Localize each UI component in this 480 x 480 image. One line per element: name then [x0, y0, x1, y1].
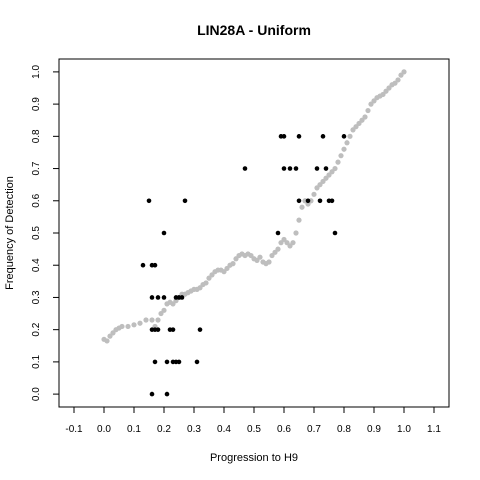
y-tick-label: 0.6 [31, 193, 42, 207]
data-points [101, 69, 407, 397]
data-point [137, 320, 143, 326]
data-point [341, 146, 347, 152]
data-point [119, 323, 125, 330]
data-point [335, 159, 341, 165]
data-point [149, 317, 155, 323]
data-point [290, 240, 296, 246]
series-1 [140, 134, 347, 397]
y-tick-label: 0.9 [31, 97, 42, 111]
x-tick-label: -0.1 [65, 424, 83, 435]
x-axis-label: Progression to H9 [210, 452, 298, 464]
data-point [182, 198, 188, 204]
data-point [161, 307, 167, 313]
data-point [242, 166, 248, 171]
data-point [161, 230, 167, 236]
chart-title: LIN28A - Uniform [197, 22, 311, 38]
data-point [293, 166, 299, 171]
data-point [281, 134, 287, 139]
data-point [329, 198, 335, 204]
data-point [155, 317, 161, 323]
x-tick-label: 0.1 [127, 424, 141, 435]
y-tick-label: 0.7 [31, 161, 42, 175]
x-tick-label: 0.7 [307, 424, 321, 435]
x-tick-label: 0.6 [277, 424, 291, 435]
data-point [146, 198, 152, 204]
data-point [341, 134, 347, 139]
data-point [257, 254, 263, 260]
data-point [296, 217, 302, 223]
x-tick-label: 0.0 [97, 424, 111, 435]
data-point [143, 317, 149, 323]
data-point [365, 107, 371, 114]
data-point [320, 134, 326, 139]
data-point [149, 295, 155, 300]
data-point [179, 295, 185, 300]
data-point [104, 338, 110, 344]
y-tick-label: 0.8 [31, 129, 42, 143]
y-axis: 0.0 0.1 0.2 0.3 0.4 0.5 0.6 0.7 0.8 0.9 1.0 [31, 65, 59, 401]
x-tick-label: 1.1 [427, 424, 441, 435]
x-tick-label: 0.3 [187, 424, 201, 435]
x-tick-label: 1.0 [397, 424, 411, 435]
data-point [317, 198, 323, 204]
data-point [314, 166, 320, 171]
data-point [344, 140, 350, 146]
data-point [332, 165, 338, 172]
data-point [230, 261, 236, 267]
data-point [125, 323, 131, 330]
x-axis: -0.1 0.0 0.1 0.2 0.3 0.4 0.5 0.6 0.7 0.8 0.9 1.0 1.1 [65, 407, 441, 435]
data-point [299, 204, 305, 210]
data-point [152, 262, 158, 268]
plot-frame [58, 58, 450, 408]
data-point [152, 359, 158, 365]
y-axis-label: Frequency of Detection [4, 176, 16, 290]
data-point [152, 323, 158, 330]
data-point [131, 322, 137, 328]
data-point [293, 230, 299, 236]
data-point [266, 259, 272, 265]
x-tick-label: 0.8 [337, 424, 351, 435]
data-point [296, 134, 302, 139]
data-point [305, 198, 311, 204]
data-point [161, 295, 167, 300]
data-point [140, 262, 146, 268]
data-point [401, 69, 407, 75]
x-tick-label: 0.4 [217, 424, 231, 435]
data-point [170, 327, 176, 332]
data-point [296, 198, 302, 204]
data-point [164, 359, 170, 365]
data-point [197, 327, 203, 332]
data-point [332, 230, 338, 236]
data-point [155, 295, 161, 300]
data-point [194, 359, 200, 365]
y-tick-label: 1.0 [31, 65, 42, 79]
data-point [176, 359, 182, 365]
data-point [323, 166, 329, 171]
series-0 [101, 69, 407, 344]
y-tick-label: 0.5 [31, 226, 42, 240]
data-point [164, 391, 170, 397]
data-point [362, 114, 368, 120]
data-point [155, 327, 161, 332]
data-point [347, 133, 353, 139]
y-tick-label: 0.0 [31, 387, 42, 401]
y-tick-label: 0.3 [31, 290, 42, 304]
x-tick-label: 0.2 [157, 424, 171, 435]
data-point [287, 166, 293, 171]
x-tick-label: 0.5 [247, 424, 261, 435]
data-point [311, 191, 317, 197]
data-point [395, 77, 401, 83]
data-point [275, 230, 281, 236]
x-tick-label: 0.9 [367, 424, 381, 435]
data-point [149, 391, 155, 397]
data-point [281, 166, 287, 171]
data-point [203, 280, 209, 286]
y-tick-label: 0.1 [31, 355, 42, 369]
data-point [338, 153, 344, 159]
data-point [275, 246, 281, 252]
y-tick-label: 0.4 [31, 258, 42, 272]
y-tick-label: 0.2 [31, 322, 42, 336]
